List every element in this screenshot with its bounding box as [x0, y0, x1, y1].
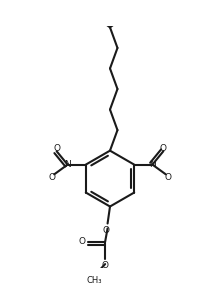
Text: O: O — [103, 226, 110, 235]
Text: O: O — [53, 144, 60, 153]
Text: N: N — [64, 160, 71, 169]
Text: CH₃: CH₃ — [86, 276, 102, 285]
Text: O: O — [164, 173, 171, 182]
Text: O: O — [102, 261, 109, 270]
Text: O: O — [160, 144, 167, 153]
Text: O: O — [49, 173, 56, 182]
Text: O: O — [79, 237, 86, 246]
Text: N: N — [149, 160, 156, 169]
